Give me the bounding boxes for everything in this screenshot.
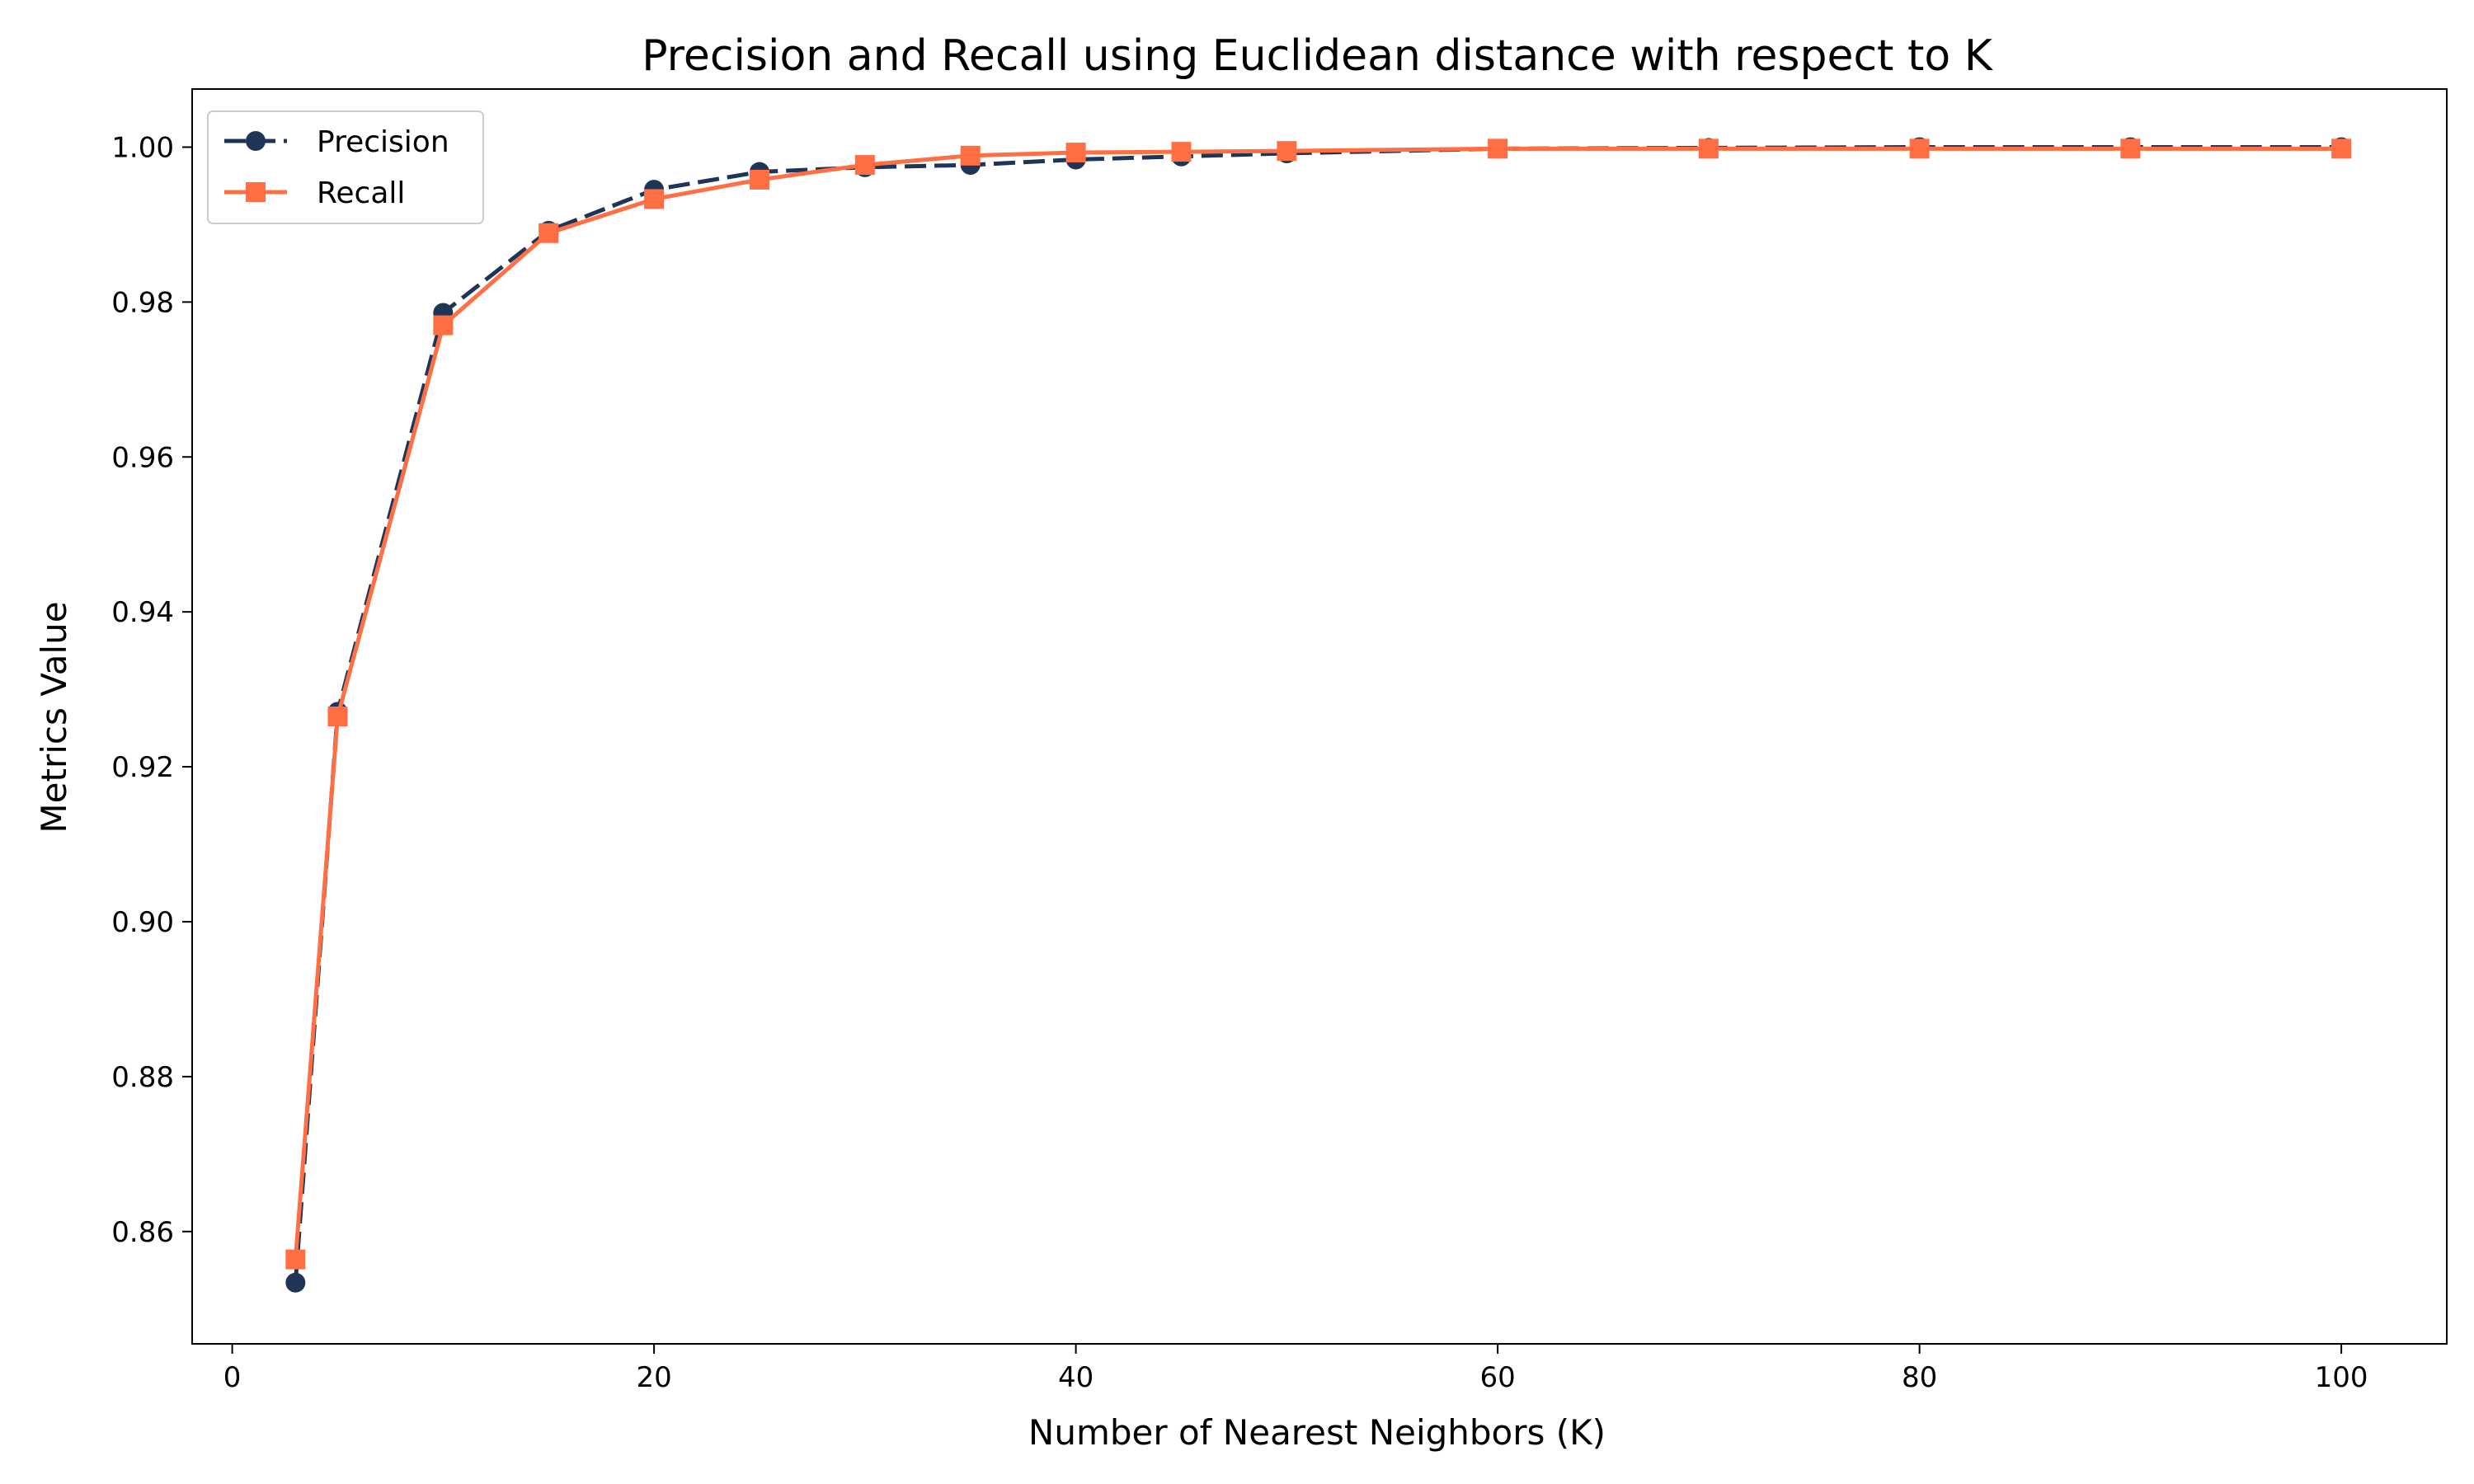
x-axis-title: Number of Nearest Neighbors (K)	[1028, 1412, 1606, 1453]
recall-point	[1277, 141, 1297, 162]
recall-point	[327, 707, 348, 726]
y-tick-label: 0.88	[111, 1061, 174, 1094]
chart-title: Precision and Recall using Euclidean dis…	[642, 31, 1993, 81]
x-tick-label: 0	[223, 1361, 242, 1394]
y-tick-label: 1.00	[111, 131, 174, 164]
recall-point	[1909, 139, 1930, 159]
legend-box	[207, 110, 484, 224]
y-tick-label: 0.98	[111, 286, 174, 319]
recall-point	[539, 223, 559, 243]
recall-point	[644, 189, 665, 209]
recall-point	[1488, 139, 1508, 159]
recall-point	[1171, 142, 1192, 162]
legend-recall-marker	[246, 182, 266, 202]
recall-series	[285, 139, 2352, 1270]
recall-point	[854, 155, 875, 176]
x-tick-label: 40	[1058, 1361, 1094, 1394]
y-tick-label: 0.92	[111, 751, 174, 784]
recall-point	[433, 315, 454, 336]
legend: Precision Recall	[207, 110, 484, 224]
legend-precision-label: Precision	[317, 125, 449, 159]
recall-point	[1698, 139, 1719, 159]
y-tick-label: 0.96	[111, 441, 174, 474]
recall-line	[293, 146, 2342, 1260]
x-tick-label: 100	[2315, 1361, 2368, 1394]
legend-precision-marker	[246, 131, 266, 151]
y-axis-title: Metrics Value	[34, 601, 74, 833]
precision-point	[285, 1272, 306, 1293]
recall-point	[285, 1249, 306, 1270]
x-tick-label: 60	[1479, 1361, 1515, 1394]
recall-point	[749, 169, 769, 190]
x-tick-label: 20	[636, 1361, 671, 1394]
y-tick-label: 0.94	[111, 596, 174, 629]
legend-recall-label: Recall	[317, 176, 405, 210]
x-tick-label: 80	[1902, 1361, 1937, 1394]
y-tick-label: 0.90	[111, 906, 174, 939]
recall-point	[2120, 139, 2141, 159]
recall-point	[960, 145, 981, 166]
y-tick-label: 0.86	[111, 1216, 174, 1249]
plot-area: 0 20 40 60 80 100 0.86 0.88 0.90 0.92 0.94 0.96 0.98…	[111, 88, 2448, 1394]
axes-frame	[191, 88, 2448, 1345]
recall-point	[1065, 143, 1086, 163]
recall-point	[2331, 139, 2352, 159]
